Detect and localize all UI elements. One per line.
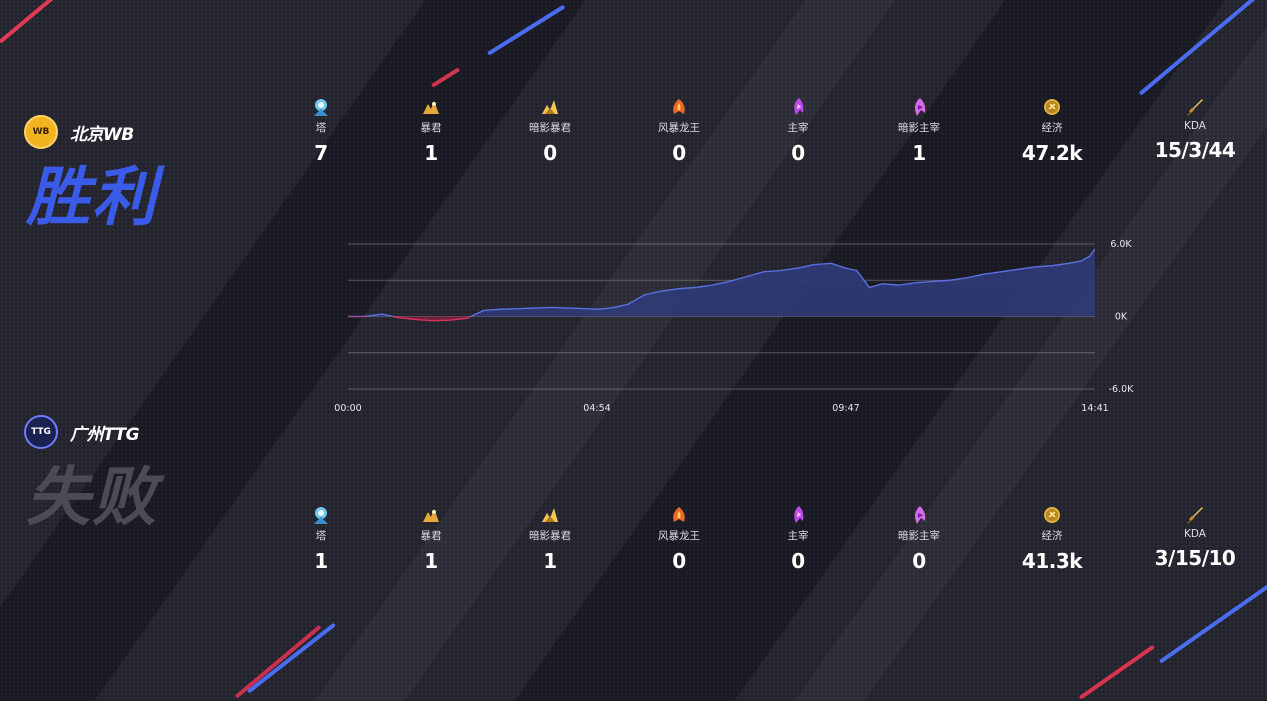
chart-y-tick-label: 0K xyxy=(1115,312,1128,323)
stat-label: 风暴龙王 xyxy=(658,122,700,134)
stat-storm-dragon: 风暴龙王 0 xyxy=(624,96,734,165)
stat-value: 0 xyxy=(672,141,686,165)
stat-sword: KDA 3/15/10 xyxy=(1140,504,1250,570)
stat-label: 风暴龙王 xyxy=(658,530,700,542)
team-name-winner: 北京WB xyxy=(70,125,134,145)
tower-icon xyxy=(314,99,328,116)
stat-label: 经济 xyxy=(1041,530,1063,542)
storm-dragon-icon xyxy=(673,99,685,114)
shadow-overlord-icon xyxy=(915,98,926,116)
stat-sword: KDA 15/3/44 xyxy=(1140,96,1250,162)
sword-icon xyxy=(1187,99,1203,116)
chart-x-tick-label: 09:47 xyxy=(832,403,859,414)
stat-label: 主宰 xyxy=(787,122,809,134)
stat-label: 经济 xyxy=(1041,122,1063,134)
chart-y-tick-label: -6.0K xyxy=(1109,384,1135,395)
stat-label: KDA xyxy=(1184,528,1206,540)
stat-label: KDA xyxy=(1184,120,1206,132)
stat-value: 1 xyxy=(543,549,557,573)
stat-value: 1 xyxy=(314,549,328,573)
stat-label: 主宰 xyxy=(787,530,809,542)
stat-tyrant: 暴君 1 xyxy=(376,504,486,573)
stat-label: 暗影主宰 xyxy=(898,122,940,134)
shadow-overlord-icon xyxy=(915,506,926,524)
team-logo-text: TTG xyxy=(31,427,51,437)
gold-coin-icon xyxy=(1044,99,1060,115)
stat-overlord: 主宰 0 xyxy=(743,504,853,573)
overlord-icon xyxy=(794,98,804,115)
stat-value: 1 xyxy=(912,141,926,165)
stat-label: 暗影暴君 xyxy=(529,530,571,542)
winner-stats-row: 塔 7 暴君 1 暗影暴君 0 风暴龙王 0 主宰 0 暗影主宰 1 经济 47.2k KDA 15/3/44 xyxy=(0,96,1267,186)
stat-shadow-tyrant: 暗影暴君 1 xyxy=(495,504,605,573)
stat-label: 暗影暴君 xyxy=(529,122,571,134)
stat-shadow-tyrant: 暗影暴君 0 xyxy=(495,96,605,165)
chart-area-positive xyxy=(348,248,1095,317)
stat-label: 塔 xyxy=(315,122,327,134)
stat-label: 塔 xyxy=(315,530,327,542)
tyrant-icon xyxy=(423,101,439,114)
overlord-icon xyxy=(794,506,804,523)
stat-shadow-overlord: 暗影主宰 1 xyxy=(864,96,974,165)
stat-value: 3/15/10 xyxy=(1154,546,1236,570)
stat-storm-dragon: 风暴龙王 0 xyxy=(624,504,734,573)
stat-shadow-overlord: 暗影主宰 0 xyxy=(864,504,974,573)
sword-icon xyxy=(1187,507,1203,524)
team-logo-winner: WB xyxy=(24,115,58,149)
chart-y-tick-label: 6.0K xyxy=(1110,239,1132,250)
chart-x-tick-label: 00:00 xyxy=(334,403,361,414)
shadow-tyrant-icon xyxy=(542,100,558,114)
stat-overlord: 主宰 0 xyxy=(743,96,853,165)
gold-difference-chart: 6.0K 0K -6.0K 00:00 04:54 09:47 14:41 xyxy=(330,230,1150,420)
tower-icon xyxy=(314,507,328,524)
stat-tyrant: 暴君 1 xyxy=(376,96,486,165)
stat-gold-coin: 经济 41.3k xyxy=(997,504,1107,573)
stat-label: 暗影主宰 xyxy=(898,530,940,542)
team-logo-text: WB xyxy=(32,127,50,137)
result-label-winner: 胜利 xyxy=(26,161,158,235)
chart-x-tick-label: 14:41 xyxy=(1081,403,1108,414)
chart-x-tick-label: 04:54 xyxy=(583,403,610,414)
stat-value: 0 xyxy=(791,549,805,573)
stat-value: 0 xyxy=(672,549,686,573)
team-name-loser: 广州TTG xyxy=(70,425,140,445)
stat-label: 暴君 xyxy=(420,122,442,134)
stat-value: 1 xyxy=(424,549,438,573)
stat-value: 0 xyxy=(912,549,926,573)
stat-value: 41.3k xyxy=(1021,549,1083,573)
stat-value: 7 xyxy=(314,141,328,165)
storm-dragon-icon xyxy=(673,507,685,522)
tyrant-icon xyxy=(423,509,439,522)
stat-value: 15/3/44 xyxy=(1154,138,1236,162)
gold-coin-icon xyxy=(1044,507,1060,523)
stat-gold-coin: 经济 47.2k xyxy=(997,96,1107,165)
chart-line-positive xyxy=(348,248,1095,317)
gold-difference-chart-svg: 6.0K 0K -6.0K 00:00 04:54 09:47 14:41 xyxy=(334,239,1135,414)
loser-stats-row: 塔 1 暴君 1 暗影暴君 1 风暴龙王 0 主宰 0 暗影主宰 0 经济 41.3k KDA 3/15/10 xyxy=(0,504,1267,594)
stat-value: 1 xyxy=(424,141,438,165)
stat-value: 0 xyxy=(791,141,805,165)
stat-value: 0 xyxy=(543,141,557,165)
chart-area-negative xyxy=(348,316,1095,321)
stat-value: 47.2k xyxy=(1021,141,1083,165)
shadow-tyrant-icon xyxy=(542,508,558,522)
result-label-loser: 失败 xyxy=(26,461,158,535)
stat-label: 暴君 xyxy=(420,530,442,542)
team-logo-loser: TTG xyxy=(24,415,58,449)
